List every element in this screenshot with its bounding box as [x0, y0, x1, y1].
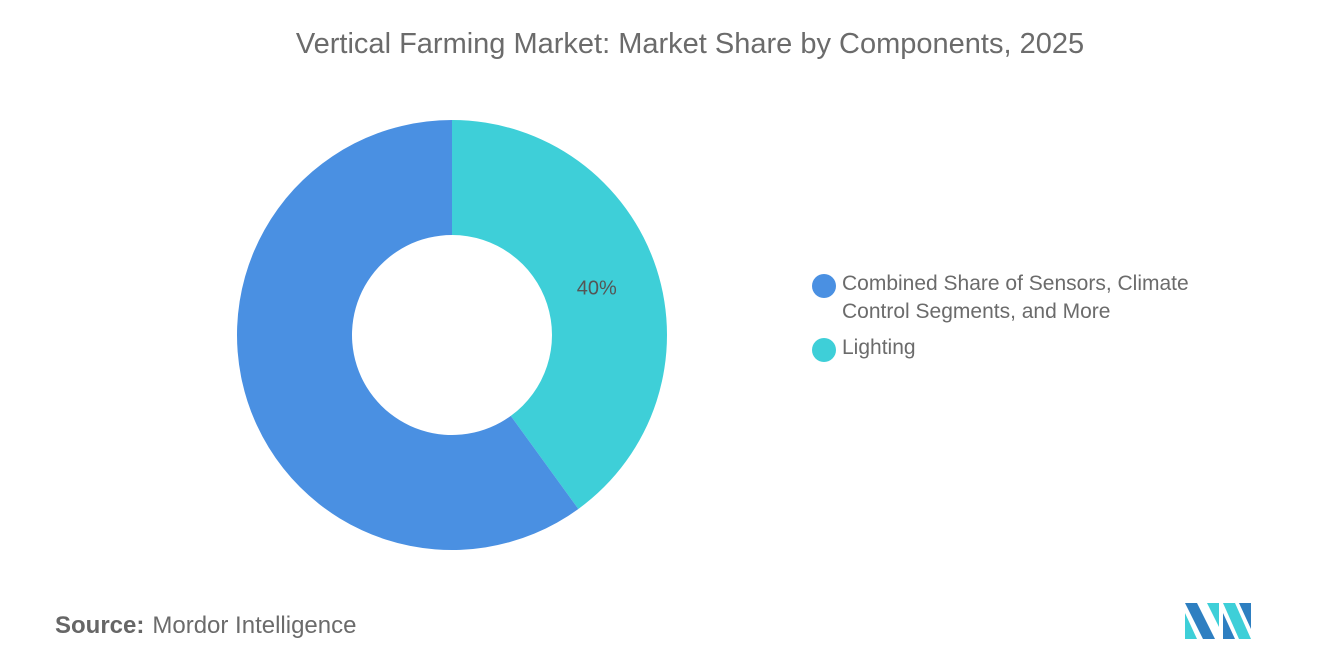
- slice-1: [236, 120, 579, 550]
- chart-title: Vertical Farming Market: Market Share by…: [295, 28, 1085, 60]
- donut-chart: 40%: [236, 120, 667, 550]
- legend: Combined Share of Sensors, Climate Contr…: [812, 270, 1232, 370]
- source-note: Source: Mordor Intelligence: [55, 612, 356, 640]
- legend-swatch-combined: [812, 274, 836, 298]
- slice-0: [452, 120, 667, 509]
- data-label-0: 40%: [577, 277, 617, 299]
- legend-label-lighting: Lighting: [842, 336, 916, 359]
- source-value: Mordor Intelligence: [152, 612, 357, 639]
- legend-swatch-lighting: [812, 338, 836, 362]
- legend-item-combined: Combined Share of Sensors, Climate Contr…: [812, 270, 1232, 326]
- mordor-logo: [1185, 603, 1251, 639]
- legend-label-combined: Combined Share of Sensors, Climate Contr…: [842, 272, 1189, 323]
- legend-item-lighting: Lighting: [812, 334, 1232, 362]
- source-label: Source:: [55, 612, 145, 639]
